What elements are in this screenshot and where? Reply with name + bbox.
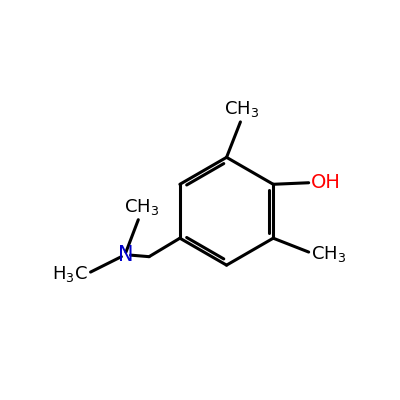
Text: OH: OH — [311, 173, 341, 192]
Text: CH$_3$: CH$_3$ — [124, 197, 159, 217]
Text: N: N — [118, 245, 134, 265]
Text: H$_3$C: H$_3$C — [52, 264, 88, 284]
Text: CH$_3$: CH$_3$ — [311, 244, 346, 264]
Text: CH$_3$: CH$_3$ — [224, 100, 260, 120]
